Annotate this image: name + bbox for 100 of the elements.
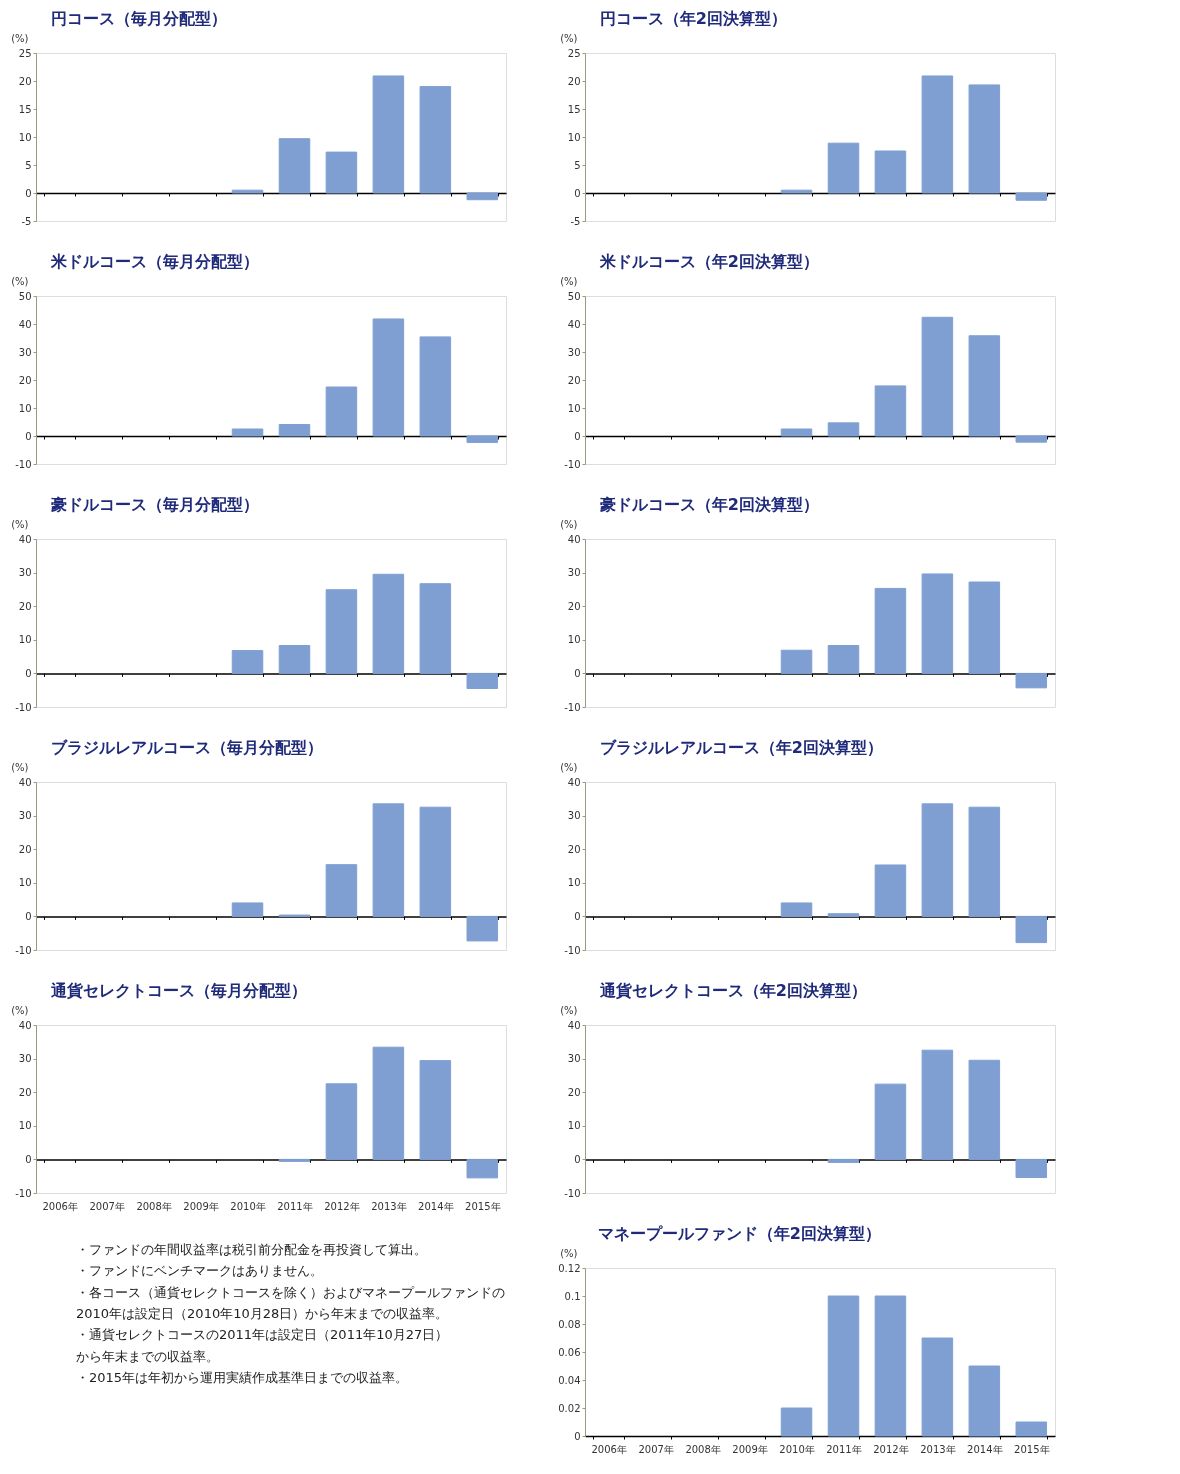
y-tick-label: 15 xyxy=(18,103,32,115)
bar xyxy=(419,336,452,437)
y-tick-label: 40 xyxy=(567,1019,581,1031)
y-tick-label: 0.06 xyxy=(558,1346,581,1358)
bar xyxy=(278,424,311,437)
y-tick-label: 40 xyxy=(567,318,581,330)
y-tick-label: 20 xyxy=(18,1086,32,1098)
bar xyxy=(968,335,1001,437)
bar xyxy=(780,649,813,674)
text: ・各コース（通貨セレクトコースを除く）およびマネープールファンドの2010年は設定日（2010年10月28日）から年末までの収益率。 xyxy=(76,1284,505,1321)
bar xyxy=(466,1158,499,1179)
y-tick-label: 30 xyxy=(18,567,32,579)
bar xyxy=(874,1295,907,1437)
y-tick-label: 0 xyxy=(25,667,32,679)
y-axis-title: (%) xyxy=(560,32,578,44)
y-tick-label: 40 xyxy=(18,776,32,788)
bar xyxy=(827,422,860,437)
bar xyxy=(372,75,405,194)
bar xyxy=(921,75,954,194)
y-tick-label: 25 xyxy=(567,47,581,59)
x-tick-label: 2006年 xyxy=(42,1200,78,1212)
bar xyxy=(1015,915,1048,944)
y-tick-label: 30 xyxy=(567,567,581,579)
text: ・2015年は年初から運用実績作成基準日までの収益率。 xyxy=(76,1370,409,1386)
y-tick-label: -10 xyxy=(15,1187,32,1199)
bar xyxy=(827,1295,860,1437)
y-tick-label: 20 xyxy=(567,1086,581,1098)
bar xyxy=(372,318,405,437)
chart-title: マネープールファンド（年2回決算型） xyxy=(597,1224,881,1243)
y-tick-label: 0 xyxy=(574,910,581,922)
y-tick-label: -10 xyxy=(564,458,581,470)
y-tick-label: 40 xyxy=(567,533,581,545)
y-tick-label: -10 xyxy=(564,944,581,956)
chart-title: 豪ドルコース（毎月分配型） xyxy=(49,495,259,514)
x-tick-label: 2007年 xyxy=(89,1200,125,1212)
y-tick-label: 0 xyxy=(25,187,32,199)
y-tick-label: 0 xyxy=(574,430,581,442)
bar xyxy=(325,151,358,194)
y-tick-label: 40 xyxy=(18,1019,32,1031)
y-tick-label: 30 xyxy=(567,1053,581,1065)
y-tick-label: 10 xyxy=(567,634,581,646)
bar xyxy=(780,428,813,437)
y-tick-label: -10 xyxy=(15,944,32,956)
y-tick-label: 30 xyxy=(18,1053,32,1065)
x-tick-label: 2013年 xyxy=(371,1200,407,1212)
text: ・ファンドにベンチマークはありません。 xyxy=(76,1263,323,1279)
bar xyxy=(466,672,499,690)
bar xyxy=(827,1158,860,1163)
y-tick-label: 10 xyxy=(18,877,32,889)
x-tick-label: 2011年 xyxy=(826,1443,862,1455)
bar xyxy=(968,806,1001,917)
y-tick-label: 30 xyxy=(18,810,32,822)
chart-title: 米ドルコース（年2回決算型） xyxy=(598,252,819,271)
bar xyxy=(874,385,907,437)
y-tick-label: 5 xyxy=(574,159,581,171)
x-tick-label: 2014年 xyxy=(418,1200,454,1212)
bar xyxy=(780,189,813,194)
x-tick-label: 2010年 xyxy=(230,1200,266,1212)
y-tick-label: 20 xyxy=(567,75,581,87)
chart-title: ブラジルレアルコース（年2回決算型） xyxy=(599,738,883,757)
y-axis-title: (%) xyxy=(560,275,578,287)
y-tick-label: -5 xyxy=(570,215,581,227)
bar xyxy=(372,573,405,674)
y-tick-label: 30 xyxy=(567,346,581,358)
bar xyxy=(874,587,907,674)
y-tick-label: 0 xyxy=(574,1153,581,1165)
y-tick-label: 0.02 xyxy=(558,1402,581,1414)
y-tick-label: 20 xyxy=(567,600,581,612)
bar xyxy=(325,1083,358,1160)
y-axis-title: (%) xyxy=(11,518,29,530)
bar xyxy=(419,583,452,674)
bar xyxy=(278,1158,311,1162)
bar xyxy=(921,803,954,917)
y-tick-label: 0.12 xyxy=(558,1262,581,1274)
bar xyxy=(372,1046,405,1160)
y-tick-label: 40 xyxy=(18,533,32,545)
bar xyxy=(419,86,452,194)
y-tick-label: -10 xyxy=(564,1187,581,1199)
y-axis-title: (%) xyxy=(560,761,578,773)
bar xyxy=(921,573,954,674)
y-tick-label: 10 xyxy=(18,131,32,143)
y-tick-label: 30 xyxy=(567,810,581,822)
bar xyxy=(780,902,813,917)
bar xyxy=(231,428,264,437)
y-tick-label: 10 xyxy=(567,131,581,143)
y-tick-label: 40 xyxy=(18,318,32,330)
y-tick-label: -10 xyxy=(15,701,32,713)
bar xyxy=(325,386,358,437)
x-tick-label: 2010年 xyxy=(779,1443,815,1455)
chart-title: 豪ドルコース（年2回決算型） xyxy=(598,495,819,514)
y-tick-label: 10 xyxy=(567,877,581,889)
y-tick-label: 0.04 xyxy=(558,1374,581,1386)
bar xyxy=(325,589,358,674)
y-axis-title: (%) xyxy=(560,1247,578,1259)
x-tick-label: 2006年 xyxy=(591,1443,627,1455)
chart-title: 通貨セレクトコース（年2回決算型） xyxy=(598,981,867,1000)
y-tick-label: 30 xyxy=(18,346,32,358)
y-axis-title: (%) xyxy=(11,32,29,44)
chart-title: ブラジルレアルコース（毎月分配型） xyxy=(50,738,323,757)
y-tick-label: 15 xyxy=(567,103,581,115)
